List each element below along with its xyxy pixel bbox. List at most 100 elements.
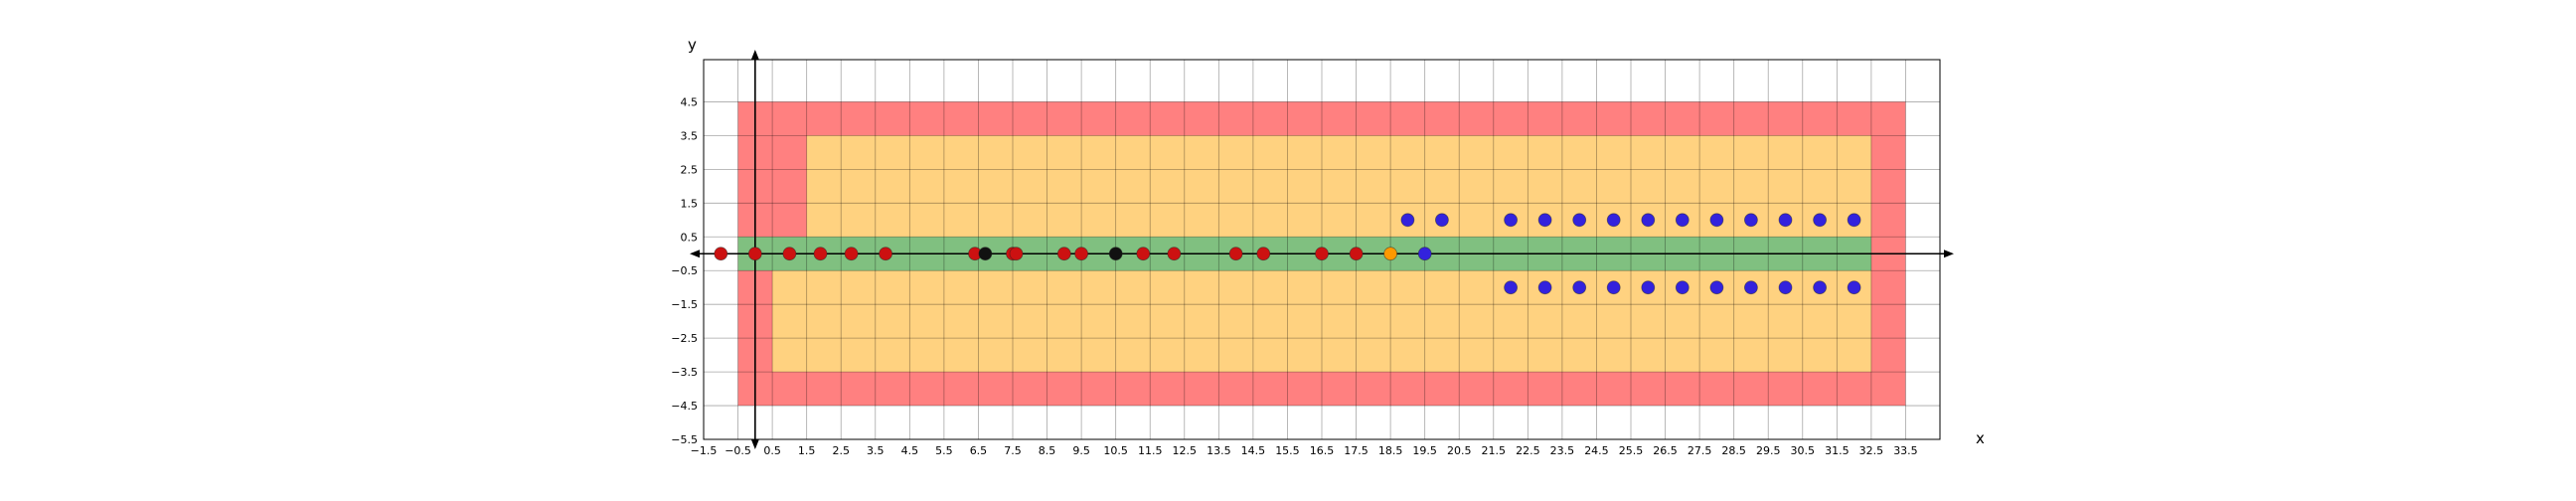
data-point-series-0 [714, 247, 728, 261]
y-tick-label: −2.5 [671, 332, 698, 345]
data-point-series-3 [1606, 213, 1621, 228]
x-tick-label: 20.5 [1447, 444, 1472, 457]
x-axis-arrow-left [690, 250, 700, 258]
data-point-series-0 [1056, 247, 1071, 261]
x-tick-label: 4.5 [901, 444, 919, 457]
x-tick-label: 33.5 [1893, 444, 1918, 457]
plot-border [703, 59, 1941, 440]
x-tick-label: 23.5 [1550, 444, 1575, 457]
x-tick-label: 25.5 [1619, 444, 1644, 457]
y-tick-label: −0.5 [671, 264, 698, 277]
data-point-series-3 [1417, 247, 1432, 261]
y-tick-label: −5.5 [671, 433, 698, 446]
data-point-series-3 [1675, 213, 1690, 228]
x-tick-label: 19.5 [1412, 444, 1437, 457]
x-tick-label: −1.5 [691, 444, 718, 457]
y-axis-arrow-up [750, 50, 759, 60]
x-axis-arrow-right [1944, 250, 1954, 258]
data-point-series-0 [1136, 247, 1151, 261]
data-point-series-3 [1709, 213, 1724, 228]
x-tick-label: 12.5 [1173, 444, 1198, 457]
x-tick-label: 18.5 [1378, 444, 1403, 457]
data-point-series-3 [1744, 213, 1758, 228]
x-tick-label: 17.5 [1344, 444, 1368, 457]
x-tick-label: 21.5 [1482, 444, 1507, 457]
x-tick-labels: −1.5 −0.5 0.5 1.5 2.5 3.5 4.5 5.5 6.5 7.5 8.5 9.5 10… [691, 444, 1918, 457]
data-point-series-3 [1606, 280, 1621, 295]
y-axis-arrow-down [750, 439, 759, 449]
x-tick-label: 14.5 [1241, 444, 1266, 457]
y-tick-label: 4.5 [681, 95, 699, 108]
data-point-series-1 [978, 247, 993, 261]
data-point-series-3 [1847, 213, 1861, 228]
x-tick-label: 6.5 [970, 444, 988, 457]
data-point-series-3 [1778, 280, 1793, 295]
x-tick-label: 24.5 [1584, 444, 1609, 457]
y-tick-label: 1.5 [681, 197, 699, 210]
data-point-series-0 [1228, 247, 1243, 261]
x-tick-label: 27.5 [1688, 444, 1712, 457]
data-point-series-3 [1504, 280, 1518, 295]
x-tick-label: 0.5 [763, 444, 781, 457]
data-point-series-3 [1778, 213, 1793, 228]
data-point-series-0 [1167, 247, 1182, 261]
y-tick-label: 3.5 [681, 129, 699, 142]
data-point-series-0 [782, 247, 797, 261]
x-tick-label: 32.5 [1859, 444, 1884, 457]
data-point-series-3 [1537, 213, 1552, 228]
x-tick-label: 29.5 [1756, 444, 1781, 457]
data-point-series-0 [1256, 247, 1271, 261]
x-tick-label: 15.5 [1275, 444, 1300, 457]
y-tick-label: 2.5 [681, 163, 699, 176]
y-tick-labels: 4.5 3.5 2.5 1.5 0.5 −0.5 −1.5 −2.5 −3.5 −4.5 −5.5 [671, 95, 698, 446]
x-tick-label: 10.5 [1103, 444, 1128, 457]
points-layer [714, 213, 1861, 295]
data-point-series-3 [1400, 213, 1415, 228]
x-tick-label: 13.5 [1207, 444, 1231, 457]
data-point-series-3 [1435, 213, 1449, 228]
x-tick-label: 30.5 [1791, 444, 1816, 457]
data-point-series-3 [1641, 280, 1656, 295]
data-point-series-0 [1315, 247, 1329, 261]
data-point-series-0 [1074, 247, 1088, 261]
x-tick-label: 22.5 [1516, 444, 1540, 457]
x-tick-label: 2.5 [832, 444, 850, 457]
y-tick-label: −4.5 [671, 400, 698, 413]
x-axis-label: x [1976, 429, 1985, 447]
x-tick-label: 26.5 [1653, 444, 1678, 457]
x-tick-label: 5.5 [935, 444, 953, 457]
data-point-series-0 [879, 247, 892, 261]
x-tick-label: 28.5 [1721, 444, 1746, 457]
data-point-series-0 [844, 247, 859, 261]
data-point-series-3 [1641, 213, 1656, 228]
x-tick-label: 1.5 [798, 444, 816, 457]
data-point-series-0 [1009, 247, 1024, 261]
y-tick-label: 0.5 [681, 231, 699, 244]
plot-frame [703, 59, 1941, 440]
x-tick-label: 11.5 [1138, 444, 1163, 457]
data-point-series-1 [1108, 247, 1123, 261]
data-point-series-0 [747, 247, 762, 261]
x-tick-label: 7.5 [1004, 444, 1022, 457]
data-point-series-3 [1744, 280, 1758, 295]
data-point-series-0 [1349, 247, 1364, 261]
data-point-series-3 [1813, 213, 1827, 228]
x-tick-label: 31.5 [1825, 444, 1850, 457]
data-point-series-0 [813, 247, 828, 261]
data-point-series-3 [1572, 213, 1587, 228]
data-point-series-3 [1813, 280, 1827, 295]
data-point-series-3 [1709, 280, 1724, 295]
data-point-series-2 [1383, 247, 1397, 261]
data-point-series-3 [1504, 213, 1518, 228]
y-tick-label: −1.5 [671, 298, 698, 311]
data-point-series-3 [1537, 280, 1552, 295]
x-tick-label: 9.5 [1072, 444, 1090, 457]
x-tick-label: 8.5 [1039, 444, 1056, 457]
data-point-series-3 [1675, 280, 1690, 295]
data-point-series-3 [1847, 280, 1861, 295]
y-tick-label: −3.5 [671, 366, 698, 379]
y-axis-label: y [688, 36, 697, 54]
x-tick-label: 16.5 [1310, 444, 1335, 457]
x-tick-label: 3.5 [867, 444, 885, 457]
